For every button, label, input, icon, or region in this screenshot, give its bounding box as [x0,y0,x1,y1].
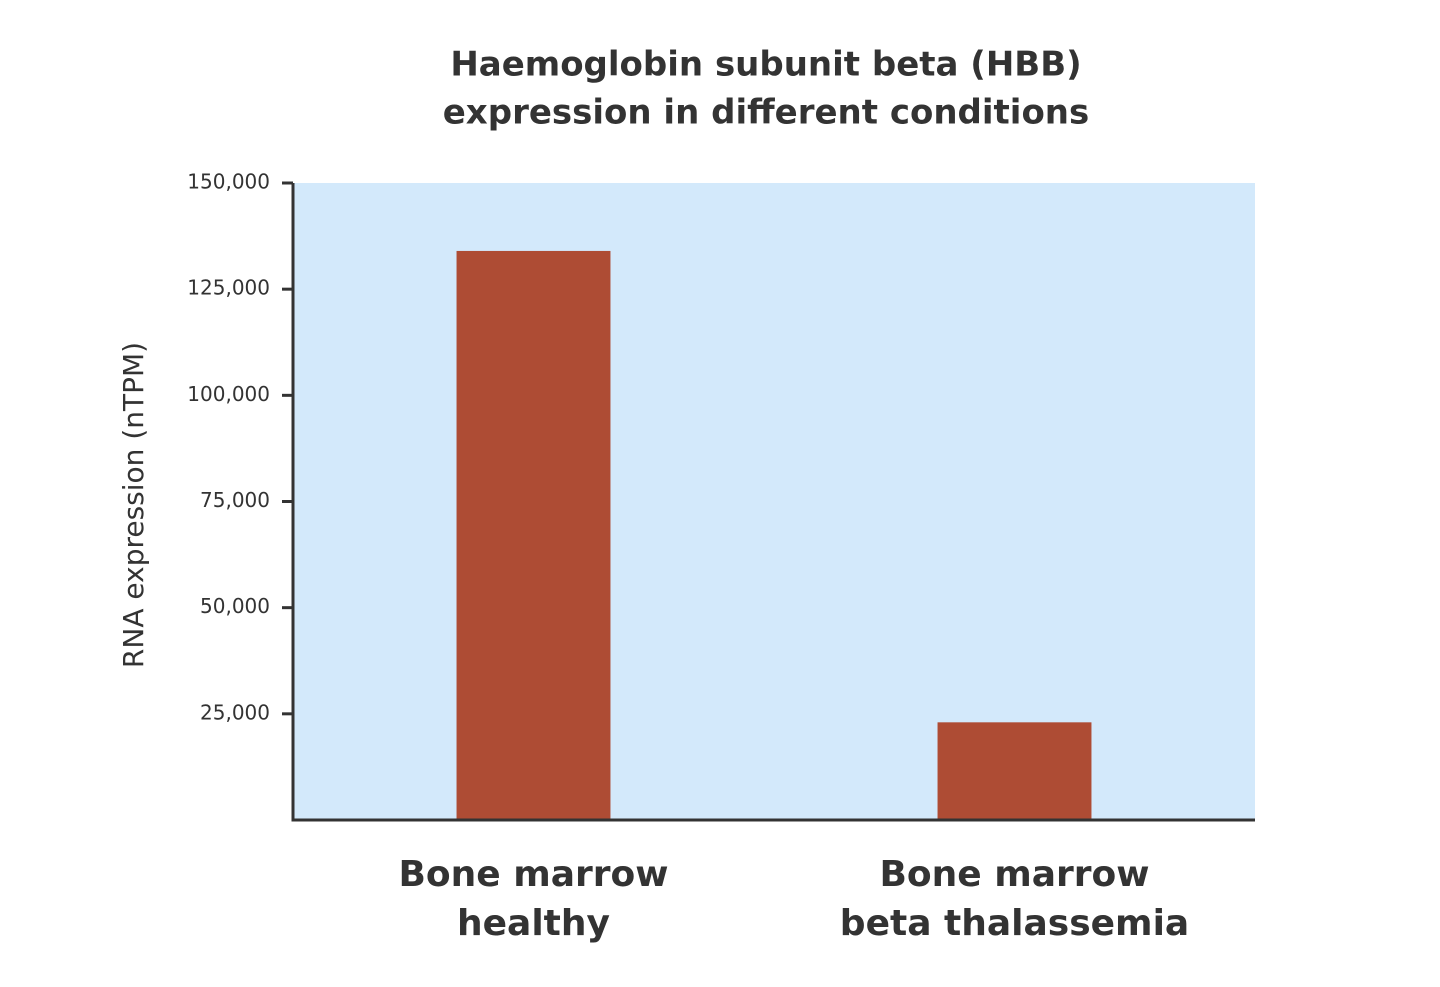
chart-title: expression in different conditions [443,93,1090,133]
bar [937,722,1092,820]
y-tick-label: 150,000 [187,170,270,194]
chart-title: Haemoglobin subunit beta (HBB) [450,45,1081,85]
y-tick-label: 100,000 [187,382,270,406]
x-tick-label: beta thalassemia [840,903,1189,944]
plot-background [293,183,1255,820]
bar [456,250,611,821]
y-tick-label: 25,000 [200,700,270,724]
y-tick-label: 50,000 [200,594,270,618]
x-tick-label: Bone marrow [879,854,1149,895]
x-tick-label: healthy [457,903,610,944]
y-axis-label: RNA expression (nTPM) [117,342,150,668]
y-tick-label: 75,000 [200,488,270,512]
y-tick-label: 125,000 [187,276,270,300]
x-tick-label: Bone marrow [398,854,668,895]
